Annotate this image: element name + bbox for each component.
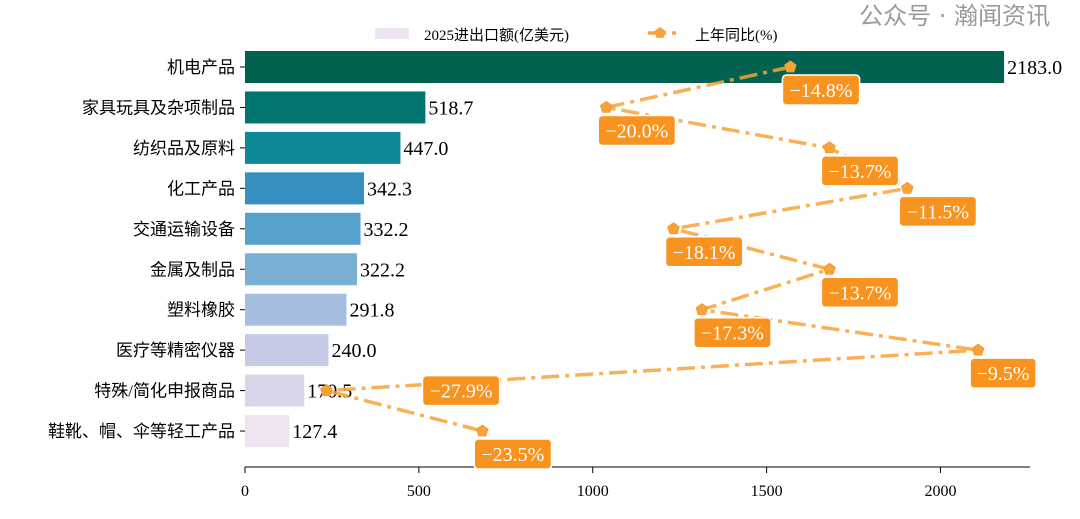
bar [245, 131, 401, 164]
yoy-label-box [820, 276, 900, 308]
y-tick-label: 化工产品 [167, 179, 235, 198]
bar [245, 415, 290, 448]
bar-value-label: 291.8 [349, 300, 394, 322]
bar-value-label: 322.2 [360, 259, 405, 281]
yoy-point [476, 424, 489, 437]
y-tick-label: 塑料橡胶 [167, 301, 235, 320]
legend-line-label: 上年同比(%) [695, 27, 778, 44]
legend-marker [654, 27, 666, 38]
bar [245, 374, 305, 407]
yoy-label: −13.7% [828, 161, 891, 183]
bar-value-label: 2183.0 [1007, 57, 1062, 79]
yoy-label: −17.3% [701, 323, 764, 345]
yoy-label: −20.0% [605, 120, 668, 142]
yoy-label: −18.1% [673, 242, 736, 264]
bar [245, 293, 347, 326]
bar [245, 212, 361, 245]
y-tick-label: 鞋靴、帽、伞等轻工产品 [48, 422, 235, 441]
bar-value-label: 127.4 [292, 421, 337, 443]
yoy-label-box [597, 114, 677, 147]
bar [245, 253, 358, 286]
bar-value-label: 447.0 [403, 138, 448, 160]
yoy-label-box [969, 357, 1037, 389]
x-tick-label: 1500 [751, 483, 783, 500]
y-tick-label: 金属及制品 [150, 260, 235, 279]
bar [245, 51, 1005, 83]
y-tick-label: 特殊/简化申报商品 [94, 382, 235, 401]
y-tick-label: 医疗等精密仪器 [116, 341, 235, 360]
y-tick-label: 交通运输设备 [133, 220, 235, 239]
yoy-label: −9.5% [977, 363, 1030, 385]
yoy-point [667, 222, 680, 235]
yoy-point [823, 141, 836, 154]
y-tick-label: 机电产品 [167, 58, 235, 77]
yoy-point [823, 262, 836, 275]
yoy-point [599, 100, 613, 113]
yoy-point [784, 60, 797, 73]
watermark: 公众号 · 瀚闻资讯 [859, 2, 1050, 30]
yoy-label-box [898, 195, 978, 228]
bar-value-label: 518.7 [428, 97, 473, 119]
x-tick-label: 500 [407, 483, 431, 500]
yoy-label: −13.7% [828, 282, 891, 304]
yoy-label-box [781, 74, 861, 106]
yoy-label-box [820, 155, 900, 187]
yoy-point [320, 383, 333, 396]
y-tick-label: 纺织品及原料 [133, 139, 235, 158]
yoy-label-box [693, 316, 772, 349]
yoy-label: −14.8% [790, 80, 853, 102]
y-tick-label: 家具玩具及杂项制品 [82, 98, 235, 117]
yoy-label: −27.9% [430, 381, 493, 403]
x-tick-label: 0 [241, 483, 249, 500]
bar-value-label: 240.0 [331, 340, 376, 362]
yoy-line [326, 65, 979, 433]
yoy-point [901, 181, 914, 194]
bar-value-label: 332.2 [364, 219, 409, 241]
bar [245, 172, 365, 205]
legend-bar-swatch [375, 28, 409, 39]
bar [245, 334, 329, 367]
x-tick-label: 1000 [577, 483, 609, 500]
bar-value-label: 342.3 [367, 178, 412, 200]
yoy-label-box [473, 438, 553, 470]
yoy-point [971, 343, 985, 356]
yoy-label: −23.5% [481, 444, 544, 466]
legend-bar-label: 2025进出口额(亿美元) [424, 27, 569, 44]
yoy-point [695, 303, 709, 316]
yoy-label-box [421, 374, 501, 407]
x-tick-label: 2000 [924, 483, 956, 500]
yoy-label: −11.5% [907, 201, 969, 223]
bar [245, 91, 426, 124]
yoy-label-box [664, 236, 744, 268]
